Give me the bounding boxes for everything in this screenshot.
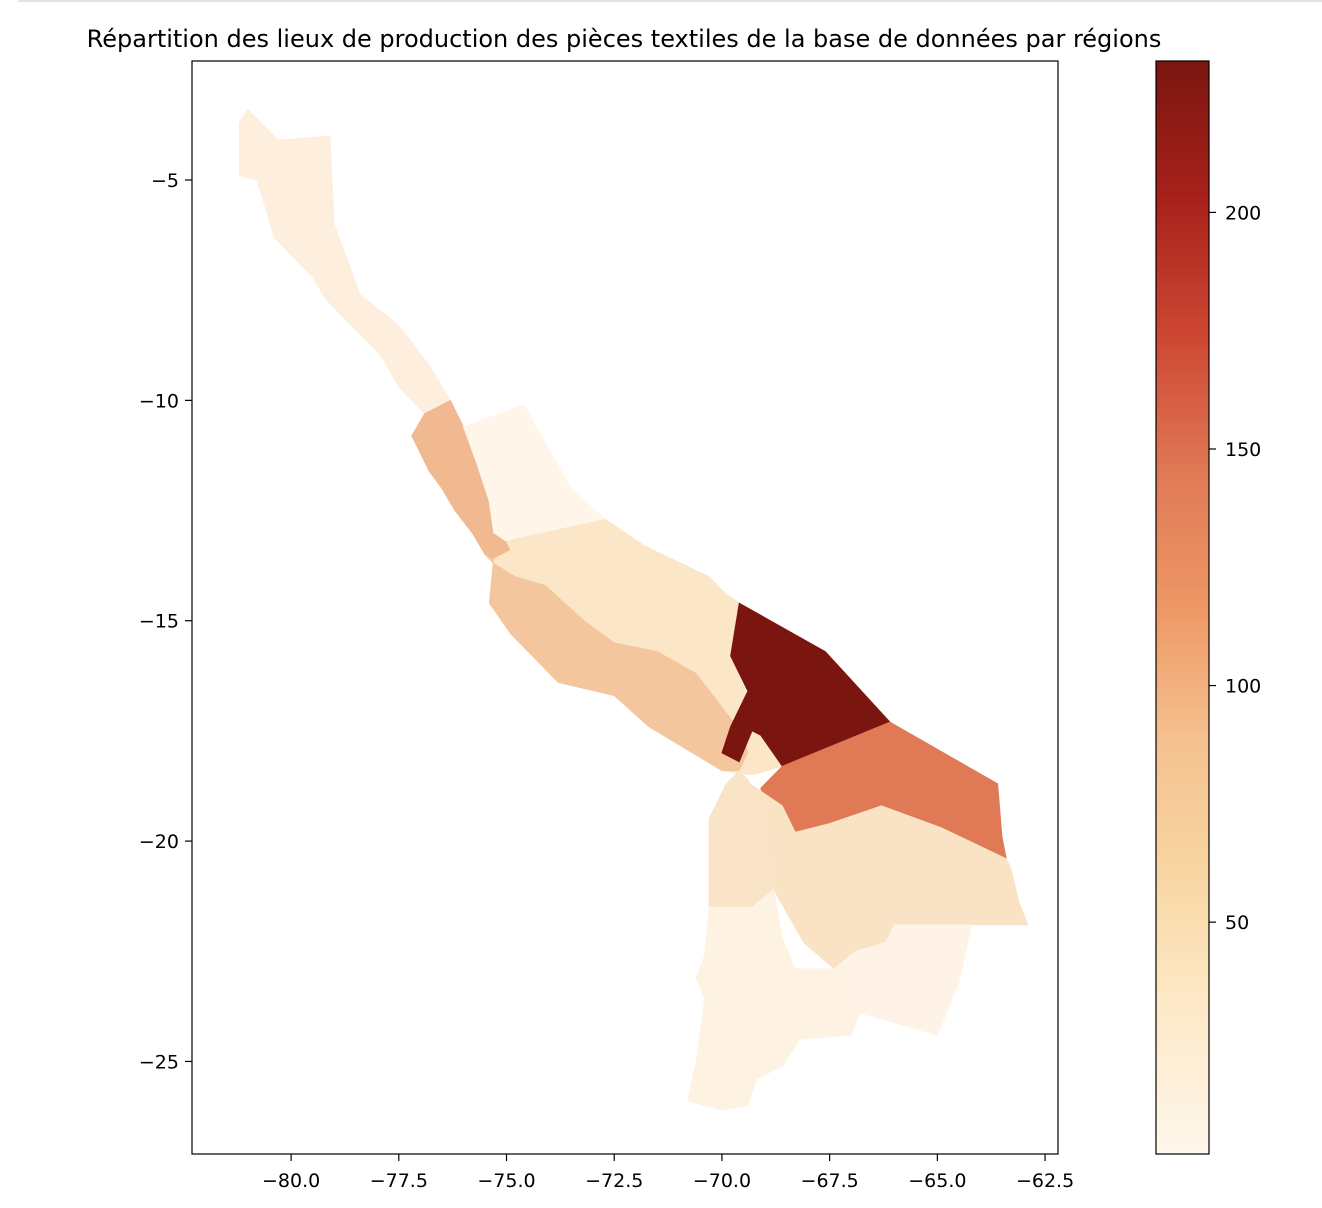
chart-title: Répartition des lieux de production des … xyxy=(87,25,1162,53)
y-axis: −5 −10 −15 −20 −25 xyxy=(139,170,192,1073)
x-tick-label: −75.0 xyxy=(477,1170,535,1192)
colorbar-tick-label: 100 xyxy=(1225,676,1261,698)
x-tick-label: −80.0 xyxy=(262,1170,320,1192)
y-tick-label: −5 xyxy=(151,170,179,192)
region-south-east xyxy=(833,924,973,1036)
region-south-coast xyxy=(484,554,749,771)
colorbar-tick-label: 150 xyxy=(1225,439,1261,461)
y-tick-label: −25 xyxy=(139,1051,179,1073)
y-tick-label: −10 xyxy=(139,390,179,412)
y-tick-label: −15 xyxy=(139,611,179,633)
x-tick-label: −62.5 xyxy=(1016,1170,1074,1192)
top-divider xyxy=(18,0,1322,2)
colorbar-ticks: 50 100 150 200 xyxy=(1209,202,1261,934)
colorbar-tick-label: 50 xyxy=(1225,912,1249,934)
x-tick-label: −70.0 xyxy=(693,1170,751,1192)
plot-frame xyxy=(191,60,1059,1155)
x-axis: −80.0 −77.5 −75.0 −72.5 −70.0 −67.5 −65.0 −62.5 xyxy=(262,1154,1074,1192)
x-tick-label: −72.5 xyxy=(585,1170,643,1192)
region-north-coast xyxy=(239,108,452,415)
y-tick-label: −20 xyxy=(139,831,179,853)
colorbar-tick-label: 200 xyxy=(1225,202,1261,224)
x-tick-label: −67.5 xyxy=(801,1170,859,1192)
map-regions xyxy=(239,108,1029,1111)
x-tick-label: −77.5 xyxy=(370,1170,428,1192)
colorbar xyxy=(1155,60,1210,1155)
x-tick-label: −65.0 xyxy=(908,1170,966,1192)
region-south-west xyxy=(687,888,861,1111)
